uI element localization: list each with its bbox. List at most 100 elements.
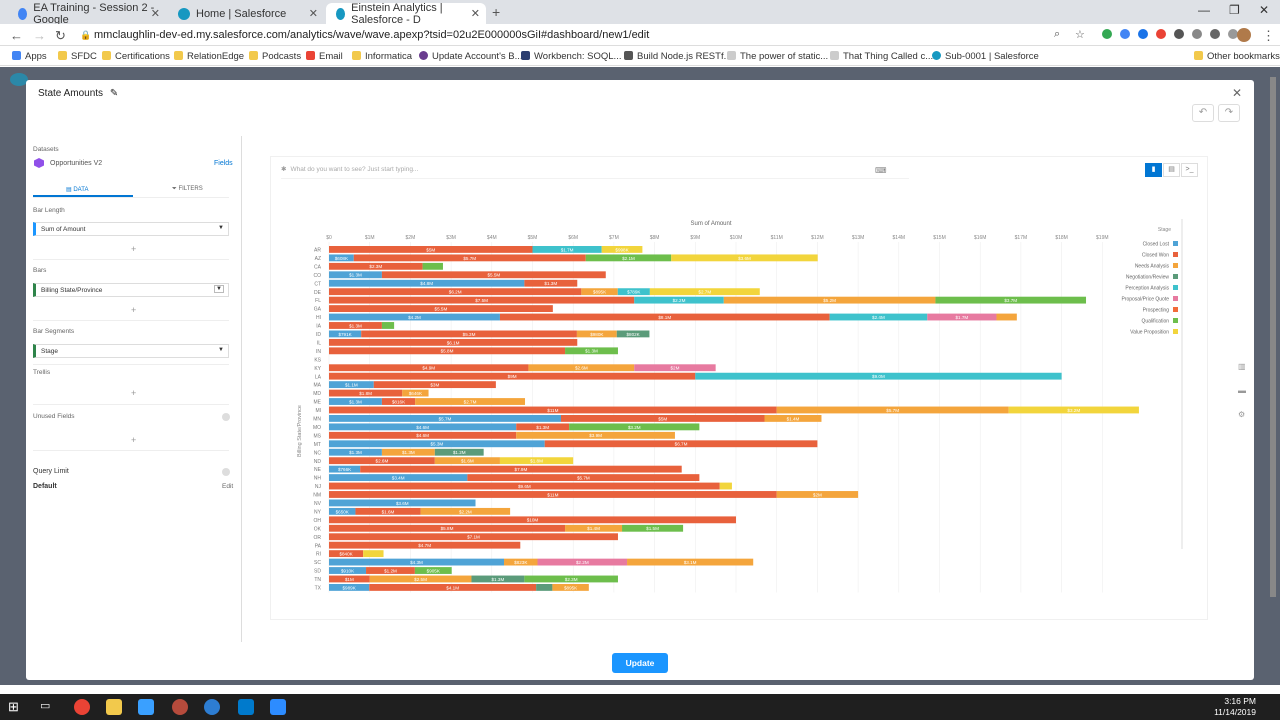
bookmark-other[interactable]: Other bookmarks: [1194, 51, 1280, 62]
chevron-down-icon[interactable]: ▼: [218, 225, 224, 231]
bar-segments-field[interactable]: Stage ▼: [33, 344, 229, 358]
saql-mode-button[interactable]: >_: [1181, 163, 1198, 177]
redo-icon[interactable]: ↷: [1218, 104, 1240, 122]
file-explorer-icon[interactable]: [106, 699, 122, 715]
extension-icon[interactable]: [1192, 29, 1202, 39]
info-icon[interactable]: [222, 468, 230, 476]
reload-icon[interactable]: ↻: [55, 28, 66, 43]
bookmark-that-thing[interactable]: That Thing Called c...: [830, 51, 933, 62]
bookmark-sfdc[interactable]: SFDC: [58, 51, 97, 62]
info-icon[interactable]: [222, 413, 230, 421]
unused-fields-label: Unused Fields: [33, 413, 75, 420]
bar-segment: [434, 457, 500, 465]
bar-segment: [381, 271, 606, 279]
data-label: $2.3M: [369, 264, 382, 269]
tab-filters[interactable]: ⏷ FILTERS: [172, 186, 203, 192]
add-trellis-icon[interactable]: +: [131, 388, 137, 398]
add-measure-icon[interactable]: +: [131, 244, 137, 254]
vscode-taskbar-icon[interactable]: [238, 699, 254, 715]
apps-icon: [12, 51, 21, 60]
bookmark-power-of-static[interactable]: The power of static...: [727, 51, 828, 62]
bookmark-sub-0001[interactable]: Sub-0001 | Salesforce: [932, 51, 1039, 62]
search-icon[interactable]: ⌕: [1054, 28, 1061, 40]
state-label: KY: [314, 366, 321, 372]
undo-icon[interactable]: ↶: [1192, 104, 1214, 122]
keyboard-icon[interactable]: ⌨: [875, 166, 887, 175]
edit-query-limit-link[interactable]: Edit: [222, 483, 234, 490]
bookmark-certifications[interactable]: Certifications: [102, 51, 170, 62]
zoom-taskbar-icon[interactable]: [270, 699, 286, 715]
app-taskbar-icon[interactable]: [204, 699, 220, 715]
close-tab-icon[interactable]: ✕: [470, 8, 480, 20]
close-window-icon[interactable]: ✕: [1259, 3, 1270, 17]
close-modal-icon[interactable]: ✕: [1231, 86, 1242, 100]
chrome-active-icon[interactable]: [172, 699, 188, 715]
minimize-icon[interactable]: —: [1198, 3, 1210, 17]
url-field[interactable]: mmclaughlin-dev-ed.my.salesforce.com/ana…: [94, 29, 650, 41]
x-tick-label: $15M: [933, 235, 946, 241]
bar-segment: [776, 491, 859, 498]
salesforce-icon: [932, 51, 941, 60]
maximize-icon[interactable]: ❐: [1229, 3, 1240, 17]
bar-segment: [581, 288, 618, 296]
search-input[interactable]: ✱ What do you want to see? Just start typ…: [281, 165, 909, 179]
bookmark-build-nodejs[interactable]: Build Node.js RESTf...: [624, 51, 732, 62]
extension-icon[interactable]: [1102, 29, 1112, 39]
close-tab-icon[interactable]: ✕: [308, 8, 318, 20]
browser-tab-einstein-analytics[interactable]: Einstein Analytics | Salesforce - D ✕: [326, 2, 486, 26]
bookmark-podcasts[interactable]: Podcasts: [249, 51, 301, 62]
bar-segment: [935, 296, 1087, 304]
forward-icon[interactable]: →: [33, 28, 46, 43]
extension-icon[interactable]: [1138, 29, 1148, 39]
bookmark-update-accounts[interactable]: Update Account's B...: [419, 51, 523, 62]
bar-segment: [329, 440, 545, 448]
tab-data[interactable]: ▤ DATA: [66, 187, 89, 193]
extension-icon[interactable]: [1228, 29, 1238, 39]
add-grouping-icon[interactable]: +: [131, 305, 137, 315]
task-view-icon[interactable]: ▭: [40, 700, 51, 712]
modal-title: State Amounts ✎: [38, 88, 119, 99]
bookmark-informatica[interactable]: Informatica: [352, 51, 412, 62]
update-button[interactable]: Update: [612, 653, 668, 673]
chevron-down-icon[interactable]: ▼: [214, 285, 224, 293]
new-tab-icon[interactable]: +: [492, 4, 501, 20]
fields-link[interactable]: Fields: [214, 160, 233, 167]
windows-start-icon[interactable]: ⊞: [8, 699, 19, 714]
bar-segment: [361, 330, 577, 338]
chrome-taskbar-icon[interactable]: [74, 699, 90, 715]
add-unused-field-icon[interactable]: +: [131, 435, 137, 445]
back-icon[interactable]: ←: [10, 28, 23, 43]
bookmark-workbench[interactable]: Workbench: SOQL...: [521, 51, 621, 62]
right-toolbar-icon[interactable]: ⚙: [1238, 410, 1246, 419]
app-taskbar-icon[interactable]: [138, 699, 154, 715]
state-label: MT: [314, 442, 321, 448]
profile-avatar[interactable]: [1237, 28, 1251, 42]
extension-icon[interactable]: [1210, 29, 1220, 39]
edit-pencil-icon[interactable]: ✎: [109, 88, 119, 99]
extension-icon[interactable]: [1174, 29, 1184, 39]
browser-tab-home-salesforce[interactable]: Home | Salesforce ✕: [168, 3, 324, 24]
bookmark-relationedge[interactable]: RelationEdge: [174, 51, 244, 62]
right-toolbar-icon[interactable]: ▥: [1238, 362, 1246, 371]
bookmark-apps[interactable]: Apps: [12, 51, 47, 62]
extensions-area: [1102, 29, 1238, 39]
menu-kebab-icon[interactable]: ⋮: [1262, 28, 1275, 43]
legend-label: Perception Analysis: [1125, 286, 1169, 292]
datasets-label: Datasets: [33, 146, 59, 153]
browser-tab-ea-training[interactable]: EA Training - Session 2 - Google ✕: [8, 2, 166, 26]
data-label: $3.6M: [396, 501, 409, 506]
dataset-name[interactable]: Opportunities V2: [50, 160, 103, 167]
right-toolbar-icon[interactable]: ▬: [1238, 386, 1246, 395]
bar-length-field[interactable]: Sum of Amount ▼: [33, 222, 229, 236]
bars-field[interactable]: Billing State/Province ▼: [33, 283, 229, 297]
chart-mode-button[interactable]: ▮: [1145, 163, 1162, 177]
chevron-down-icon[interactable]: ▼: [218, 347, 224, 353]
extension-icon[interactable]: [1120, 29, 1130, 39]
table-mode-button[interactable]: ▤: [1163, 163, 1180, 177]
page-scrollbar[interactable]: [1270, 77, 1276, 597]
bookmark-star-icon[interactable]: ☆: [1075, 29, 1085, 41]
extension-icon[interactable]: [1156, 29, 1166, 39]
bar-segment: [471, 575, 525, 583]
bookmark-email[interactable]: Email: [306, 51, 343, 62]
close-tab-icon[interactable]: ✕: [150, 8, 160, 20]
